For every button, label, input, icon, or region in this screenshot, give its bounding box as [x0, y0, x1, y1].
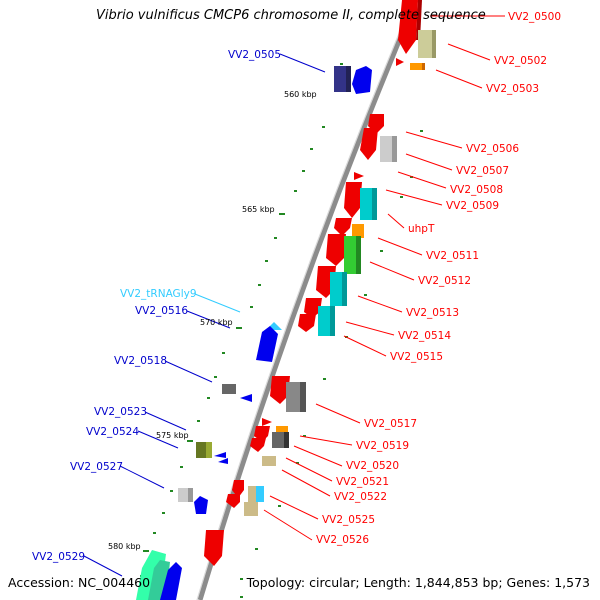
gene-vv2-0522[interactable]	[262, 456, 276, 466]
chromosome-backbone	[197, 0, 419, 600]
right-gene-labels: VV2_0500 VV2_0502 VV2_0503 VV2_0506 VV2_…	[316, 11, 561, 546]
gene-vv2-0528[interactable]	[204, 530, 224, 566]
label-vv2-0524[interactable]: VV2_0524	[86, 426, 139, 438]
gene-vv2-0509[interactable]	[344, 182, 362, 218]
page-title: Vibrio vulnificus CMCP6 chromosome II, c…	[96, 8, 486, 23]
label-vv2-0507[interactable]: VV2_0507	[456, 165, 509, 177]
gene-vv2-0525[interactable]	[232, 480, 244, 498]
label-vv2-0526[interactable]: VV2_0526	[316, 534, 369, 546]
label-vv2-0519[interactable]: VV2_0519	[356, 440, 409, 452]
label-vv2-0516[interactable]: VV2_0516	[135, 305, 188, 317]
kbp-label: 580 kbp	[108, 542, 141, 551]
gene-vv2-0503[interactable]	[396, 58, 404, 66]
chromosome-backbone-highlight	[196, 0, 414, 600]
gene-vv2-0514[interactable]	[298, 314, 316, 332]
accession-label: Accession: NC_004460	[8, 575, 151, 590]
gene-vv2-0513[interactable]	[304, 298, 322, 318]
label-vv2-0515[interactable]: VV2_0515	[390, 351, 443, 363]
kbp-label: 575 kbp	[156, 431, 189, 440]
left-leader-lines	[83, 53, 326, 577]
label-vv2-0502[interactable]: VV2_0502	[494, 55, 547, 67]
label-vv2-0512[interactable]: VV2_0512	[418, 275, 471, 287]
label-vv2-0520[interactable]: VV2_0520	[346, 460, 399, 472]
label-vv2-0503[interactable]: VV2_0503	[486, 83, 539, 95]
left-gene-labels: VV2_0505 VV2_tRNAGly9 VV2_0516 VV2_0518 …	[32, 49, 281, 563]
kbp-labels: 560 kbp 565 kbp 570 kbp 575 kbp 580 kbp	[108, 90, 317, 551]
topology-label: Topology: circular; Length: 1,844,853 bp…	[246, 575, 590, 590]
kbp-label: 570 kbp	[200, 318, 233, 327]
label-vv2-0513[interactable]: VV2_0513	[406, 307, 459, 319]
label-vv2-0521[interactable]: VV2_0521	[336, 476, 389, 488]
label-vv2-0523[interactable]: VV2_0523	[94, 406, 147, 418]
gene-vv2-0511[interactable]	[326, 234, 346, 266]
gene-vv2-0516[interactable]	[256, 326, 278, 362]
kbp-label: 560 kbp	[284, 90, 317, 99]
label-vv2-0522[interactable]: VV2_0522	[334, 491, 387, 503]
gene-vv2-0520[interactable]	[250, 438, 266, 452]
gene-vv2-0508[interactable]	[354, 172, 364, 180]
label-vv2-0527[interactable]: VV2_0527	[70, 461, 123, 473]
forward-genes	[204, 0, 436, 566]
label-vv2-0518[interactable]: VV2_0518	[114, 355, 167, 367]
label-vv2-0506[interactable]: VV2_0506	[466, 143, 519, 155]
label-vv2-0505[interactable]: VV2_0505	[228, 49, 281, 61]
reverse-genes	[136, 66, 372, 600]
kbp-label: 565 kbp	[242, 205, 275, 214]
label-vv2-0500[interactable]: VV2_0500	[508, 11, 561, 23]
gene-vv2-0518[interactable]	[222, 384, 236, 394]
gene-vv2-0526[interactable]	[226, 494, 240, 508]
label-vv2-0514[interactable]: VV2_0514	[398, 330, 451, 342]
gene-vv2-0502[interactable]	[418, 30, 434, 58]
label-vv2-0509[interactable]: VV2_0509	[446, 200, 499, 212]
right-leader-lines	[263, 15, 505, 541]
label-vv2-0511[interactable]: VV2_0511	[426, 250, 479, 262]
gene-vv2-0517[interactable]	[270, 376, 290, 404]
label-vv2-0529[interactable]: VV2_0529	[32, 551, 85, 563]
label-vv2-0508[interactable]: VV2_0508	[450, 184, 503, 196]
label-vv2-0525[interactable]: VV2_0525	[322, 514, 375, 526]
gene-uhpT[interactable]	[334, 218, 352, 236]
gene-vv2-0507[interactable]	[360, 128, 378, 160]
label-uhpt[interactable]: uhpT	[408, 223, 435, 235]
label-vv2-0517[interactable]: VV2_0517	[364, 418, 417, 430]
label-trna-gly9[interactable]: VV2_tRNAGly9	[120, 288, 197, 300]
gene-vv2-0500[interactable]	[398, 0, 418, 54]
gene-vv2-0524[interactable]	[214, 452, 226, 458]
